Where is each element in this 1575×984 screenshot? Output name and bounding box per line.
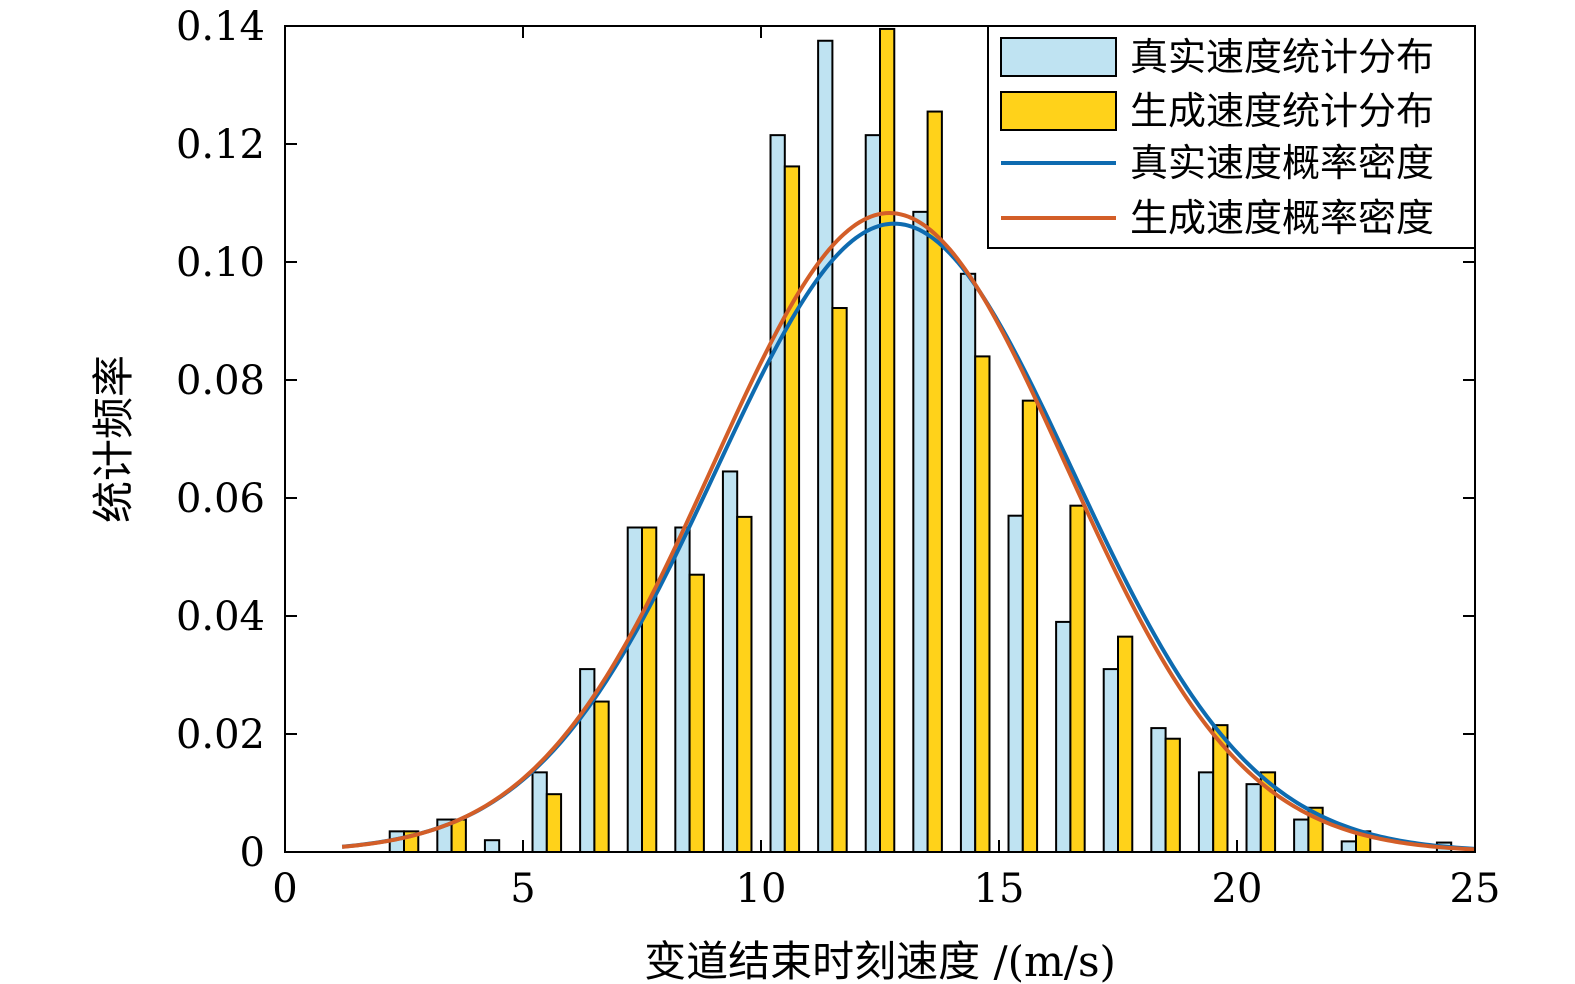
bar-generated (926, 110, 943, 854)
legend-label-gen-hist: 生成速度统计分布 (1130, 89, 1434, 133)
bar-real (674, 526, 691, 853)
curves-group (341, 211, 1476, 852)
bar-real (1102, 668, 1119, 853)
bar-real (483, 839, 501, 854)
bar-generated (688, 573, 705, 853)
bar-generated (879, 27, 896, 853)
bar-generated (1164, 737, 1181, 853)
x-tick-label: 10 (736, 866, 787, 912)
legend-label-gen-pdf: 生成速度概率密度 (1130, 196, 1434, 240)
bar-generated (450, 818, 467, 853)
bar-real (626, 526, 643, 853)
bar-generated (1069, 504, 1086, 853)
y-tick-label: 0.10 (176, 240, 265, 286)
bar-real (912, 210, 929, 854)
bar-real (1293, 818, 1310, 853)
bar-generated (593, 700, 610, 853)
legend-swatch-real-hist (1000, 37, 1117, 77)
bar-real (817, 39, 834, 853)
tick-labels-group: 0 5 10 15 20 25 0 0.02 0.04 0.06 0.08 0.10 0.12 0.14 (176, 4, 1501, 912)
bar-generated (974, 355, 991, 853)
bar-generated (831, 307, 848, 853)
bars-group (388, 27, 1453, 854)
x-tick-label: 0 (272, 866, 297, 912)
y-tick-label: 0.12 (176, 122, 265, 168)
bar-generated (641, 526, 658, 853)
bar-real (769, 134, 786, 853)
x-tick-label: 20 (1212, 866, 1263, 912)
legend-label-real-pdf: 真实速度概率密度 (1130, 141, 1434, 185)
y-tick-label: 0.04 (176, 594, 265, 640)
bar-real (1340, 840, 1357, 854)
bar-real (1197, 771, 1215, 853)
x-tick-label: 5 (510, 866, 535, 912)
bar-real (1245, 783, 1262, 854)
bar-real (959, 272, 977, 853)
x-tick-label: 15 (974, 866, 1025, 912)
bar-real (1150, 727, 1167, 853)
legend: 真实速度统计分布 生成速度统计分布 真实速度概率密度 生成速度概率密度 (987, 25, 1476, 249)
legend-label-real-hist: 真实速度统计分布 (1130, 35, 1434, 79)
bar-generated (1117, 635, 1134, 854)
legend-swatch-gen-hist (1000, 91, 1117, 131)
y-tick-label: 0.02 (176, 712, 265, 758)
bar-real (531, 771, 548, 853)
bar-real (864, 134, 881, 853)
y-tick-label: 0 (240, 830, 265, 876)
bar-generated (783, 165, 801, 854)
y-tick-label: 0.08 (176, 358, 265, 404)
y-axis-title: 统计频率 (89, 355, 138, 523)
bar-real (1055, 620, 1072, 854)
bar-generated (545, 793, 563, 853)
curve-generated-pdf (341, 211, 1476, 852)
bar-real (1007, 514, 1024, 853)
x-axis-title: 变道结束时刻速度 /(m/s) (644, 937, 1116, 984)
x-tick-label: 25 (1450, 866, 1501, 912)
y-tick-label: 0.06 (176, 476, 265, 522)
bar-generated (736, 515, 753, 853)
y-tick-label: 0.14 (176, 4, 265, 50)
plot-frame (284, 25, 1476, 853)
bar-generated (1021, 399, 1039, 853)
bar-real (721, 470, 739, 853)
